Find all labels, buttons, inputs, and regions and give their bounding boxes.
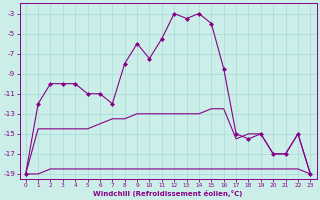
X-axis label: Windchill (Refroidissement éolien,°C): Windchill (Refroidissement éolien,°C) bbox=[93, 190, 243, 197]
